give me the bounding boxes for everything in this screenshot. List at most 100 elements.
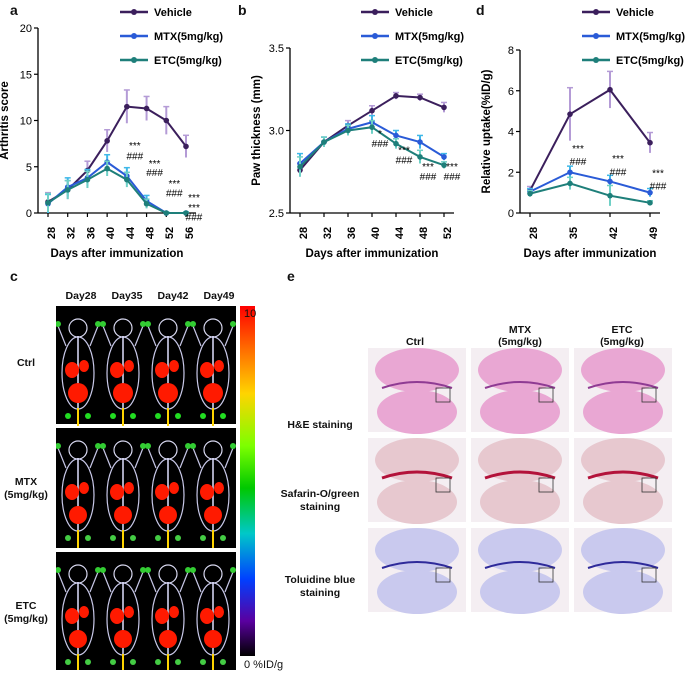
zoom-box xyxy=(435,567,451,583)
data-point-etc-mg-kg xyxy=(183,210,189,216)
mouse-hindpaw xyxy=(130,659,136,665)
mouse-forepaw xyxy=(56,443,61,449)
cartilage-line xyxy=(484,470,556,480)
significance-mark: ### xyxy=(186,212,203,223)
data-point-etc-mg-kg xyxy=(45,200,51,206)
mouse-hindpaw xyxy=(130,535,136,541)
data-point-vehicle xyxy=(183,143,189,150)
significance-mark: ### xyxy=(396,156,413,167)
mouse-forepaw xyxy=(145,321,151,327)
data-point-mtx-mg-kg xyxy=(417,139,423,145)
data-point-vehicle xyxy=(369,107,375,114)
pet-mouse xyxy=(56,318,101,426)
legend-label-mtx-mg-kg: MTX(5mg/kg) xyxy=(395,31,464,43)
legend-label-etc-mg-kg: ETC(5mg/kg) xyxy=(154,55,222,67)
x-tick-label: 42 xyxy=(608,227,620,239)
mouse-forepaw xyxy=(100,567,106,573)
mouse-hindpaw xyxy=(85,535,91,541)
mouse-forepaw xyxy=(190,567,196,573)
uptake-hotspot xyxy=(155,608,169,624)
y-tick-label: 5 xyxy=(26,162,32,174)
data-point-mtx-mg-kg xyxy=(647,189,653,196)
uptake-hotspot xyxy=(114,506,132,524)
significance-mark: *** xyxy=(422,162,434,173)
mouse-forelimb xyxy=(192,571,202,593)
uptake-hotspot xyxy=(65,608,79,624)
pet-scale-min: 0 %ID/g xyxy=(244,659,284,671)
y-axis-label: Relative uptake(%ID/g) xyxy=(481,69,493,193)
mouse-forepaw xyxy=(185,321,191,327)
mouse-forelimb xyxy=(134,325,144,347)
mouse-forelimb xyxy=(102,447,112,469)
x-tick-label: 48 xyxy=(144,227,156,239)
y-tick-label: 2 xyxy=(508,167,514,179)
data-point-mtx-mg-kg xyxy=(441,154,447,160)
x-tick-label: 44 xyxy=(394,226,406,239)
mouse-forepaw xyxy=(190,321,196,327)
series-line-etc-mg-kg xyxy=(47,167,186,214)
legend-marker-etc-mg-kg xyxy=(131,57,137,63)
x-tick-label: 28 xyxy=(298,227,310,239)
x-tick-label: 40 xyxy=(105,227,117,239)
mouse-forelimb xyxy=(102,325,112,347)
mouse-forelimb xyxy=(224,571,234,593)
mouse-head xyxy=(203,440,223,460)
mouse-forelimb xyxy=(192,447,202,469)
histo-row-toluidine: Toluidine blue staining xyxy=(284,574,356,600)
mouse-head xyxy=(158,564,178,584)
mouse-hindpaw xyxy=(175,535,181,541)
mouse-forelimb xyxy=(57,447,67,469)
mouse-forelimb xyxy=(89,325,99,347)
tissue-upper xyxy=(581,438,665,482)
x-tick-label: 48 xyxy=(418,227,430,239)
pet-col-day35: Day35 xyxy=(111,290,143,302)
legend-label-vehicle: Vehicle xyxy=(154,7,192,19)
data-point-etc-mg-kg xyxy=(297,164,303,170)
mouse-forelimb xyxy=(224,325,234,347)
panel-letter-b: b xyxy=(238,2,247,18)
mouse-hindpaw xyxy=(110,413,116,419)
y-tick-label: 2.5 xyxy=(269,208,284,220)
x-tick-label: 44 xyxy=(125,226,137,239)
mouse-hindpaw xyxy=(130,413,136,419)
mouse-forepaw xyxy=(140,321,146,327)
mouse-head xyxy=(158,318,178,338)
mouse-forepaw xyxy=(56,567,61,573)
significance-mark: ### xyxy=(570,157,587,168)
pet-col-day42: Day42 xyxy=(157,290,189,302)
mouse-forepaw xyxy=(190,443,196,449)
data-point-mtx-mg-kg xyxy=(607,178,613,185)
uptake-hotspot xyxy=(110,484,124,500)
x-axis-label: Days after immunization xyxy=(51,248,184,260)
pet-mouse xyxy=(190,440,236,548)
pet-mouse xyxy=(145,564,191,670)
y-tick-label: 3.0 xyxy=(269,126,284,138)
pet-mouse xyxy=(56,564,101,670)
legend-marker-etc-mg-kg xyxy=(593,57,599,63)
significance-mark: * xyxy=(378,129,382,140)
uptake-hotspot xyxy=(79,360,89,372)
tissue-upper xyxy=(375,528,459,572)
x-tick-label: 49 xyxy=(648,227,660,239)
tissue-upper xyxy=(375,438,459,482)
data-point-etc-mg-kg xyxy=(163,210,170,216)
data-point-vehicle xyxy=(607,86,613,93)
data-point-etc-mg-kg xyxy=(417,154,423,160)
cartilage-line xyxy=(587,561,659,569)
x-tick-label: 52 xyxy=(164,227,176,239)
tissue-upper xyxy=(581,528,665,572)
significance-mark: *** xyxy=(652,168,664,179)
data-point-vehicle xyxy=(163,117,170,124)
uptake-hotspot xyxy=(159,630,177,648)
data-point-etc-mg-kg xyxy=(64,187,71,193)
pet-row-ctrl: Ctrl xyxy=(16,357,36,369)
mouse-forepaw xyxy=(95,321,101,327)
legend-marker-mtx-mg-kg xyxy=(372,33,378,39)
pet-mice xyxy=(56,318,236,670)
data-point-etc-mg-kg xyxy=(607,192,613,199)
data-point-vehicle xyxy=(441,104,447,111)
legend-label-mtx-mg-kg: MTX(5mg/kg) xyxy=(154,31,223,43)
x-tick-label: 35 xyxy=(568,227,580,239)
uptake-hotspot xyxy=(203,383,223,403)
